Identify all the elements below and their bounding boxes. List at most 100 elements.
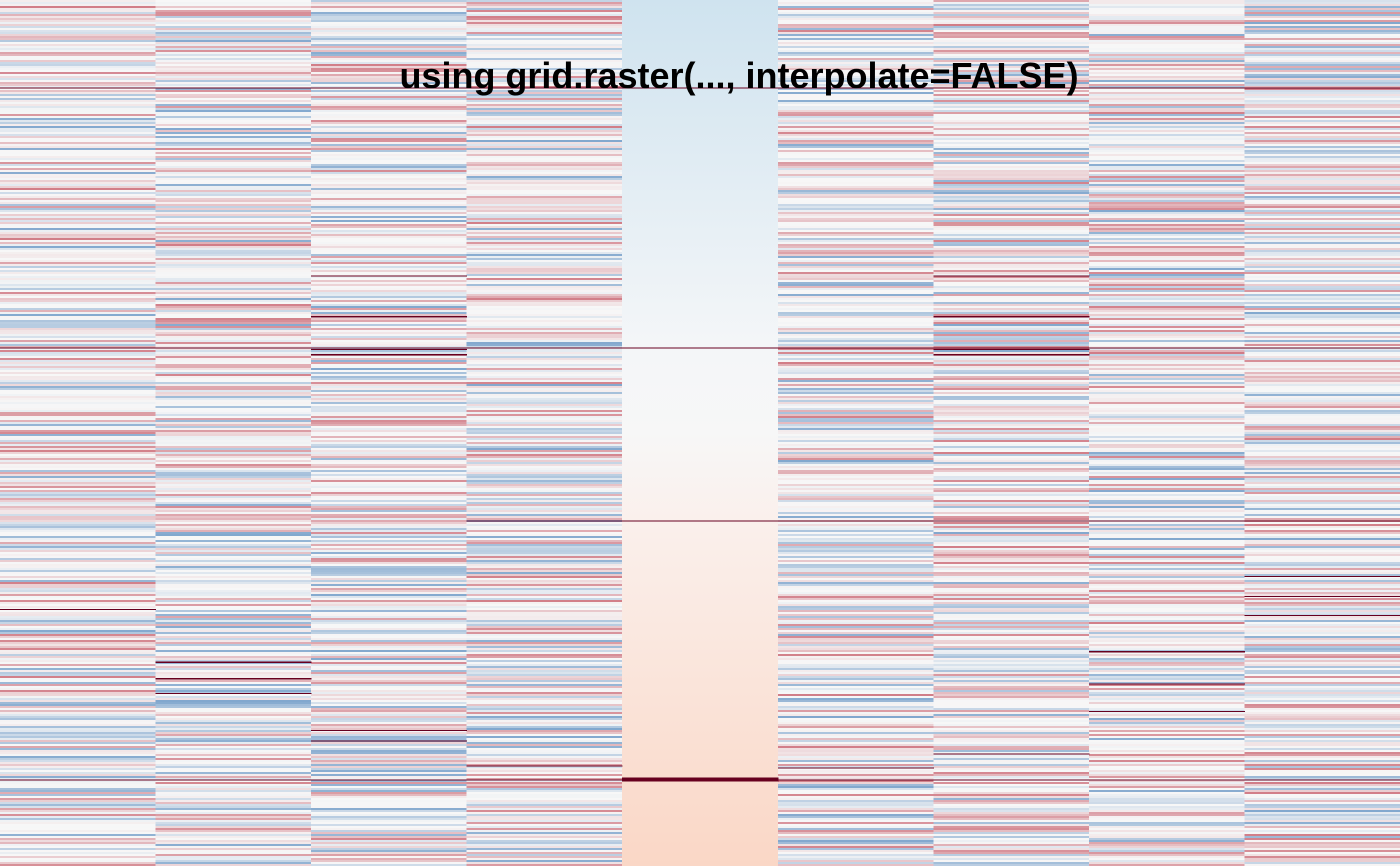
- heatmap-cell: [311, 144, 468, 147]
- heatmap-cell: [466, 376, 623, 379]
- heatmap-cell: [0, 452, 157, 455]
- heatmap-cell: [933, 554, 1090, 557]
- heatmap-cell: [155, 82, 312, 85]
- heatmap-cell: [1244, 526, 1400, 529]
- heatmap-cell: [1088, 110, 1245, 113]
- heatmap-cell: [1088, 852, 1245, 855]
- heatmap-cell: [0, 642, 157, 645]
- heatmap-cell: [1244, 458, 1400, 461]
- heatmap-cell: [311, 466, 468, 469]
- heatmap-cell: [1088, 196, 1245, 199]
- heatmap-cell: [1244, 58, 1400, 61]
- heatmap-extreme-cell: [1088, 87, 1245, 89]
- heatmap-cell: [777, 550, 934, 553]
- heatmap-cell: [311, 282, 468, 285]
- heatmap-cell: [311, 472, 468, 475]
- heatmap-cell: [777, 494, 934, 497]
- heatmap-cell: [1088, 280, 1245, 283]
- heatmap-cell: [0, 802, 157, 805]
- heatmap-cell: [155, 232, 312, 235]
- heatmap-cell: [933, 352, 1090, 355]
- heatmap-cell: [0, 574, 157, 577]
- heatmap-cell: [1088, 734, 1245, 737]
- heatmap-cell: [1088, 726, 1245, 729]
- heatmap-cell: [1244, 242, 1400, 245]
- heatmap-cell: [777, 152, 934, 155]
- heatmap-cell: [1244, 216, 1400, 219]
- heatmap-cell: [466, 422, 623, 425]
- heatmap-cell: [1088, 366, 1245, 369]
- heatmap-cell: [1244, 16, 1400, 19]
- heatmap-cell: [311, 142, 468, 145]
- heatmap-cell: [1244, 680, 1400, 683]
- heatmap-extreme-cell: [311, 348, 468, 351]
- heatmap-cell: [155, 142, 312, 145]
- heatmap-cell: [155, 426, 312, 429]
- heatmap-cell: [1244, 190, 1400, 193]
- heatmap-cell: [311, 132, 468, 135]
- heatmap-cell: [933, 450, 1090, 453]
- heatmap-cell: [155, 206, 312, 209]
- heatmap-cell: [1088, 792, 1245, 795]
- heatmap-cell: [1244, 860, 1400, 863]
- heatmap-cell: [1244, 366, 1400, 369]
- heatmap-cell: [1244, 348, 1400, 351]
- heatmap-cell: [1088, 176, 1245, 179]
- heatmap-cell: [311, 520, 468, 523]
- heatmap-cell: [1088, 778, 1245, 781]
- heatmap-cell: [777, 792, 934, 795]
- heatmap-cell: [777, 340, 934, 343]
- heatmap-cell: [311, 830, 468, 833]
- heatmap-cell: [1244, 554, 1400, 557]
- heatmap-cell: [1088, 834, 1245, 837]
- heatmap-cell: [933, 642, 1090, 645]
- heatmap-cell: [0, 552, 157, 555]
- heatmap-cell: [1088, 776, 1245, 779]
- heatmap-cell: [1088, 178, 1245, 181]
- heatmap-cell: [155, 12, 312, 15]
- heatmap-cell: [1088, 218, 1245, 221]
- heatmap-cell: [311, 326, 468, 329]
- heatmap-cell: [155, 600, 312, 603]
- heatmap-cell: [155, 588, 312, 591]
- heatmap-cell: [933, 744, 1090, 747]
- heatmap-cell: [155, 624, 312, 627]
- heatmap-cell: [1088, 36, 1245, 39]
- heatmap-cell: [311, 302, 468, 305]
- heatmap-cell: [933, 10, 1090, 13]
- heatmap-cell: [933, 632, 1090, 635]
- heatmap-cell: [466, 798, 623, 801]
- heatmap-cell: [1088, 502, 1245, 505]
- heatmap-cell: [777, 442, 934, 445]
- heatmap-cell: [311, 554, 468, 557]
- heatmap-cell: [1088, 242, 1245, 245]
- heatmap-cell: [1088, 426, 1245, 429]
- heatmap-cell: [777, 32, 934, 35]
- heatmap-extreme-cell: [466, 779, 623, 781]
- heatmap-cell: [933, 132, 1090, 135]
- heatmap-cell: [311, 440, 468, 443]
- heatmap-cell: [777, 492, 934, 495]
- heatmap-cell: [777, 554, 934, 557]
- heatmap-cell: [1244, 26, 1400, 29]
- heatmap-cell: [1244, 704, 1400, 707]
- heatmap-cell: [1244, 818, 1400, 821]
- heatmap-cell: [466, 262, 623, 265]
- heatmap-cell: [1244, 650, 1400, 653]
- heatmap-cell: [155, 546, 312, 549]
- heatmap-cell: [311, 134, 468, 137]
- heatmap-cell: [1088, 770, 1245, 773]
- heatmap-cell: [1088, 678, 1245, 681]
- heatmap-cell: [311, 672, 468, 675]
- heatmap-cell: [311, 670, 468, 673]
- heatmap-cell: [1088, 368, 1245, 371]
- heatmap-cell: [1088, 388, 1245, 391]
- heatmap-cell: [1088, 628, 1245, 631]
- heatmap-cell: [1088, 194, 1245, 197]
- heatmap-cell: [466, 616, 623, 619]
- heatmap-cell: [1088, 324, 1245, 327]
- heatmap-cell: [0, 520, 157, 523]
- heatmap-cell: [1088, 694, 1245, 697]
- heatmap-cell: [1244, 98, 1400, 101]
- heatmap-cell: [777, 58, 934, 61]
